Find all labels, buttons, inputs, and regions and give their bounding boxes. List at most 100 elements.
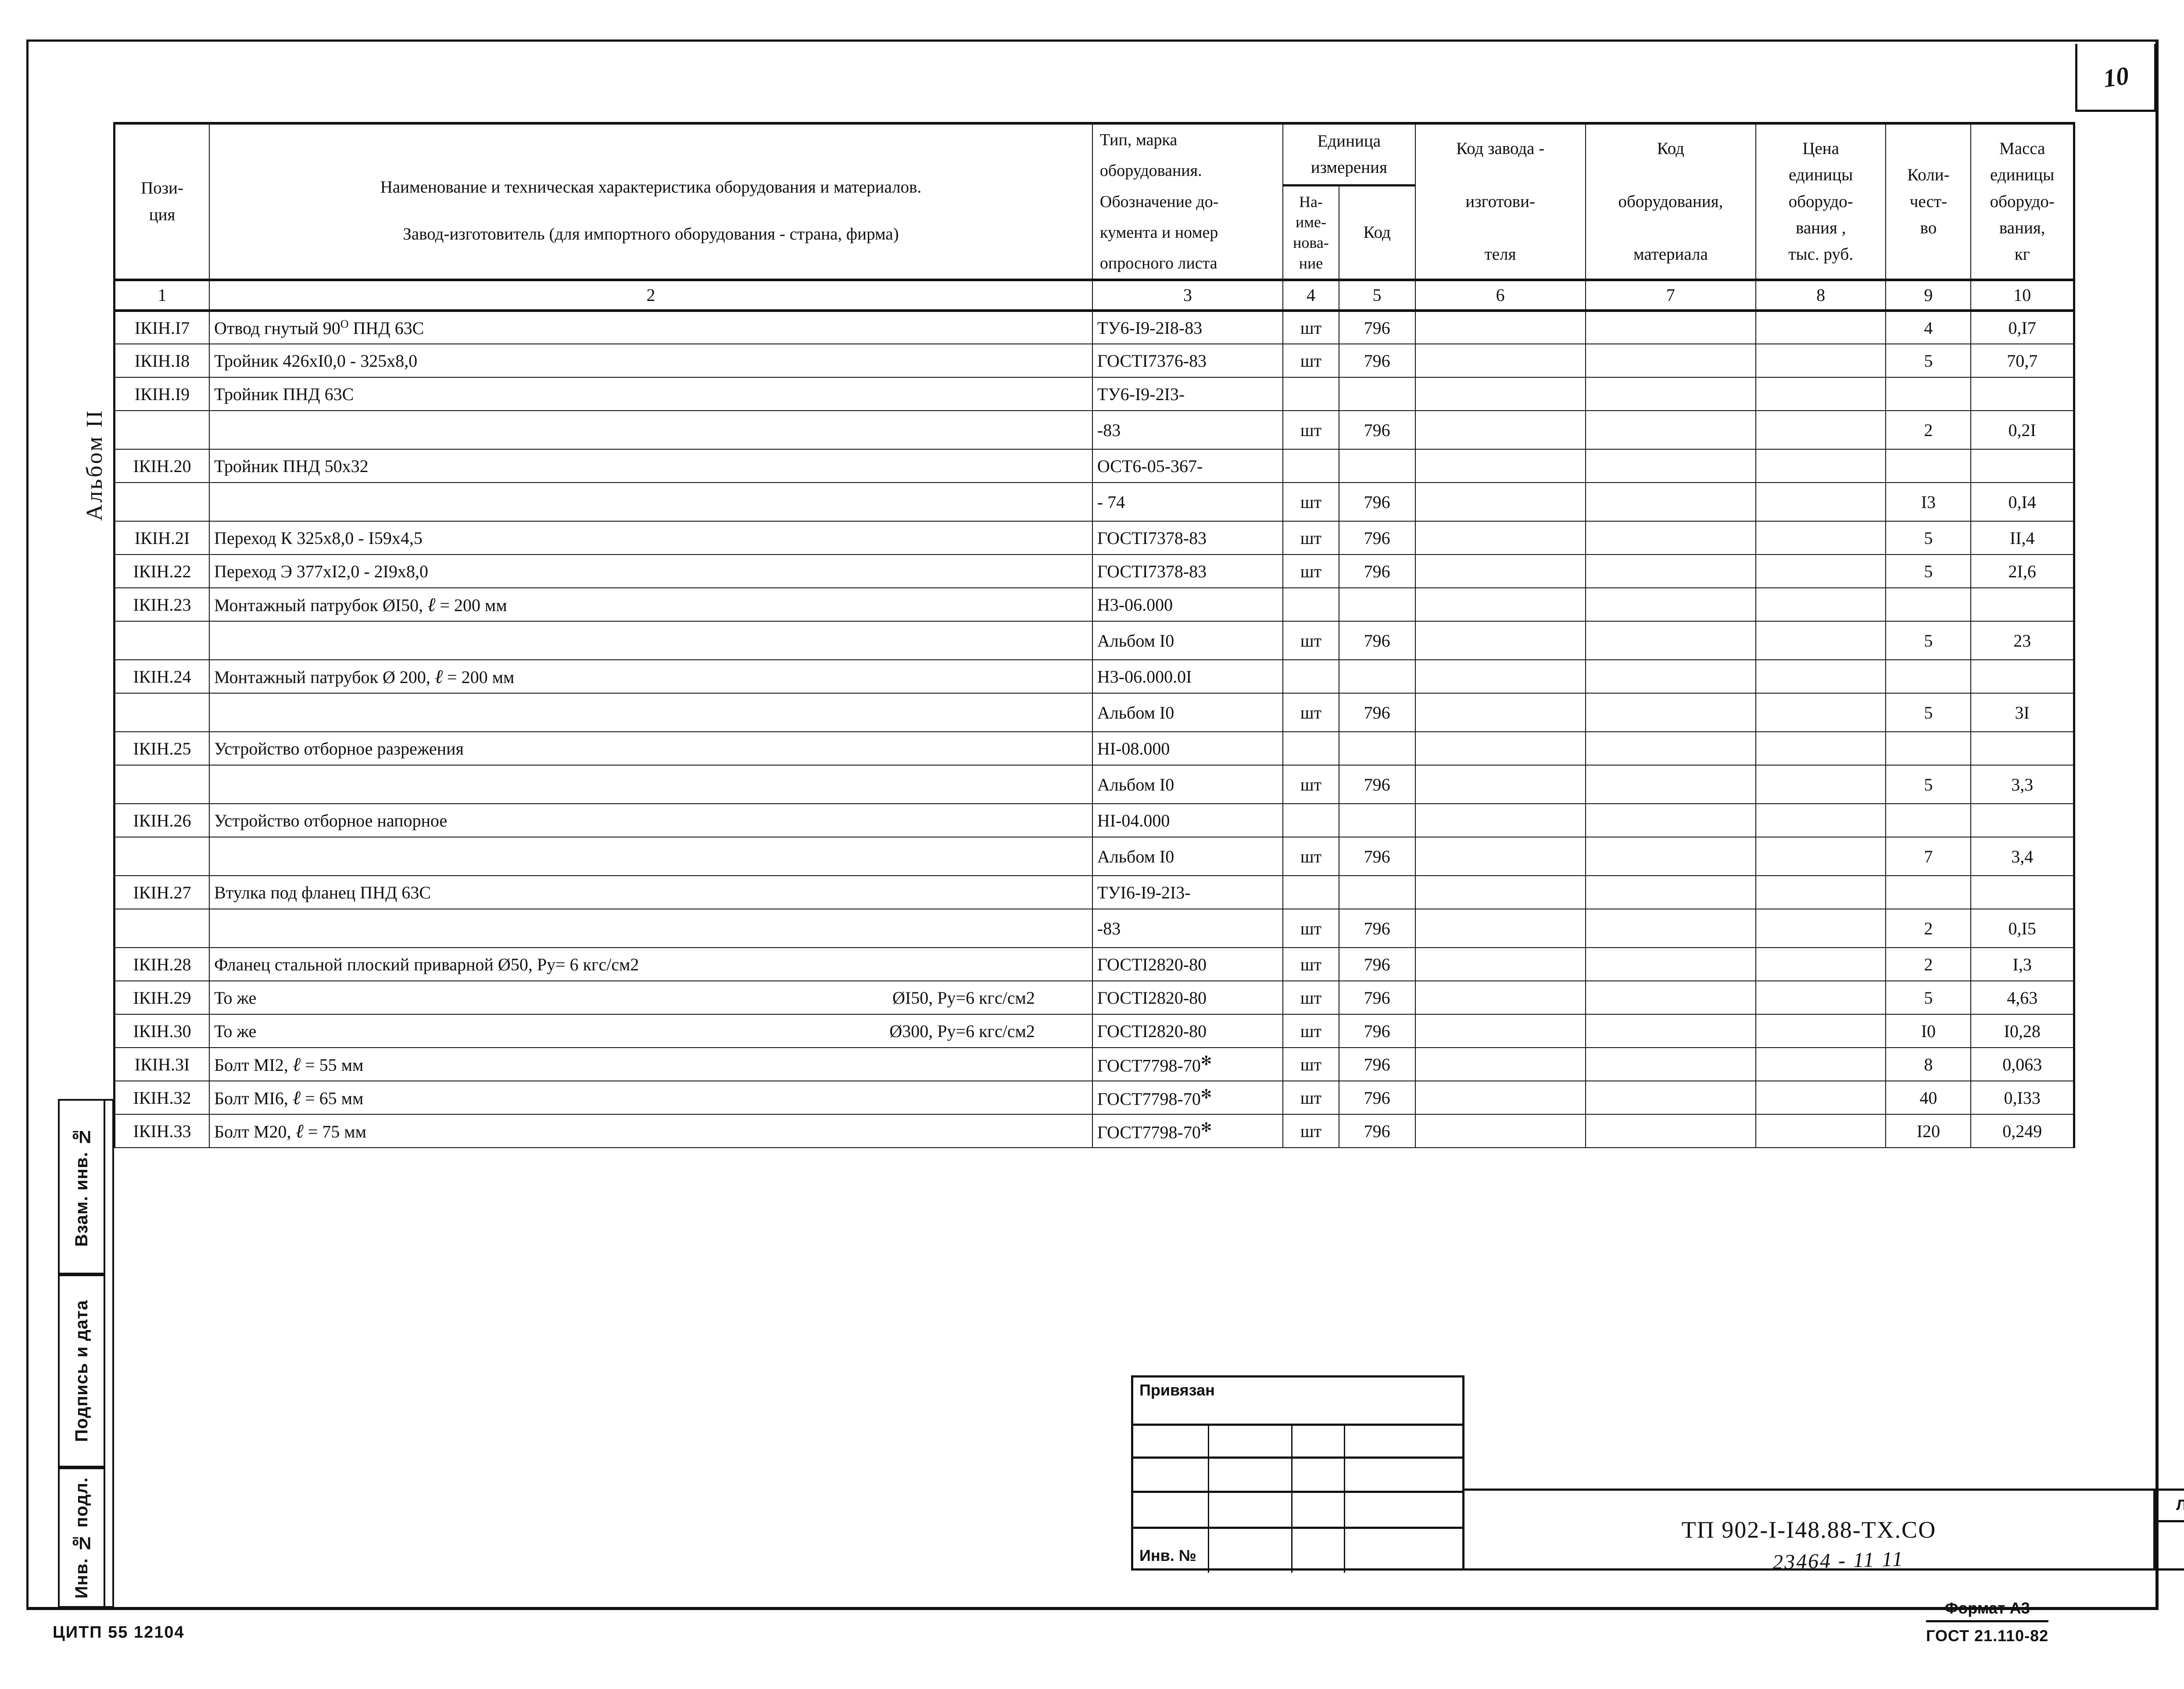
cell-type-mark: Альбом I0	[1092, 693, 1284, 733]
cell-name	[209, 621, 1093, 661]
cell-plant-code	[1414, 621, 1586, 661]
cell-quantity	[1885, 875, 1972, 910]
cell-quantity	[1885, 731, 1972, 766]
cell-mass	[1970, 377, 2076, 412]
cell-name	[209, 765, 1093, 805]
cell-price	[1755, 693, 1887, 733]
cell-equipment-code	[1585, 1014, 1757, 1048]
cell-equipment-code	[1585, 554, 1757, 589]
header-position-l1: Пози- ция	[141, 179, 184, 224]
equipment-specification-table: Пози- ция Наименование и техническая хар…	[113, 122, 2076, 1149]
cell-unit-code	[1338, 587, 1416, 622]
cell-price	[1755, 803, 1887, 838]
cell-mass: I0,28	[1970, 1014, 2076, 1048]
handwritten-note: 23464 - 11 11	[1772, 1547, 1905, 1574]
cell-mass	[1970, 803, 2076, 838]
cell-plant-code	[1414, 521, 1586, 555]
cell-quantity: 5	[1885, 980, 1972, 1015]
cell-unit-code: 796	[1338, 310, 1416, 345]
cell-unit-name	[1282, 377, 1339, 412]
cell-plant-code	[1414, 587, 1586, 622]
cell-price	[1755, 765, 1887, 805]
cell-equipment-code	[1585, 947, 1757, 982]
header-plant-code: Код завода - изготови- теля	[1414, 122, 1586, 282]
sheet-label: Лист	[2155, 1491, 2184, 1522]
cell-equipment-code	[1585, 377, 1757, 412]
cell-price	[1755, 1047, 1887, 1082]
cell-name	[209, 410, 1093, 450]
cell-name: Тройник 426хI0,0 - 325х8,0	[209, 344, 1093, 378]
cell-price	[1755, 1014, 1887, 1048]
cell-position: IКIН.2I	[113, 521, 210, 555]
cell-mass: 0,063	[1970, 1047, 2076, 1082]
cell-position	[113, 621, 210, 661]
table-row: IКIН.29 То же ØI50, Ру=6 кгс/см2 ГОСТI2820-…	[113, 980, 2076, 1015]
colnum-4: 4	[1282, 279, 1339, 312]
colnum-5: 5	[1338, 279, 1416, 312]
header-mass-text: Масса единицы оборудо- вания, кг	[1990, 139, 2055, 264]
cell-equipment-code	[1585, 449, 1757, 483]
cell-unit-name: шт	[1282, 621, 1339, 661]
cell-mass	[1970, 587, 2076, 622]
table-row: IКIН.I9 Тройник ПНД 63С ТУ6-I9-2I3-	[113, 377, 2076, 412]
cell-mass	[1970, 449, 2076, 483]
cell-position	[113, 837, 210, 877]
cell-plant-code	[1414, 731, 1586, 766]
page-number-box: 10	[2075, 44, 2156, 112]
cell-unit-name: шт	[1282, 765, 1339, 805]
cell-mass: 70,7	[1970, 344, 2076, 378]
cell-name: То же Ø300, Ру=6 кгс/см2	[209, 1014, 1093, 1048]
cell-name: Переход Э 377хI2,0 - 2I9х8,0	[209, 554, 1093, 589]
table-row: IКIН.I7 Отвод гнутый 90О ПНД 63С ТУ6-I9-2I…	[113, 310, 2076, 345]
cell-type-mark: Н3-06.000	[1092, 587, 1284, 622]
header-price: Цена единицы оборудо- вания , тыс. руб.	[1755, 122, 1887, 282]
cell-position	[113, 909, 210, 948]
cell-mass: 0,2I	[1970, 410, 2076, 450]
cell-unit-code: 796	[1338, 947, 1416, 982]
cell-quantity: 8	[1885, 1047, 1972, 1082]
cell-mass: I,3	[1970, 947, 2076, 982]
cell-plant-code	[1414, 482, 1586, 522]
cell-position: IКIН.24	[113, 659, 210, 694]
cell-position: IКIН.25	[113, 731, 210, 766]
cell-unit-name: шт	[1282, 980, 1339, 1015]
cell-unit-code: 796	[1338, 521, 1416, 555]
colnum-7: 7	[1585, 279, 1757, 312]
header-unit-name: На- име- нова- ние	[1282, 185, 1339, 282]
cell-equipment-code	[1585, 410, 1757, 450]
cell-equipment-code	[1585, 693, 1757, 733]
cell-price	[1755, 482, 1887, 522]
cell-name: Болт МI6, ℓ = 65 мм	[209, 1081, 1093, 1115]
bound-label: Привязан	[1139, 1381, 1215, 1399]
cell-unit-name	[1282, 803, 1339, 838]
sheet-number-cell: Лист 8	[2153, 1489, 2184, 1571]
cell-position: IКIН.22	[113, 554, 210, 589]
cell-plant-code	[1414, 554, 1586, 589]
cell-equipment-code	[1585, 344, 1757, 378]
cell-unit-name: шт	[1282, 1047, 1339, 1082]
cell-mass: 0,I5	[1970, 909, 2076, 948]
cell-position: IКIН.I9	[113, 377, 210, 412]
cell-plant-code	[1414, 875, 1586, 910]
cell-price	[1755, 449, 1887, 483]
header-position: Пози- ция	[113, 122, 210, 282]
table-row: IКIН.22 Переход Э 377хI2,0 - 2I9х8,0 ГОСТI…	[113, 554, 2076, 589]
cell-position	[113, 410, 210, 450]
cell-name: Болт МI2, ℓ = 55 мм	[209, 1047, 1093, 1082]
cell-mass: 4,63	[1970, 980, 2076, 1015]
cell-type-mark: ГОСТ7798-70✻	[1092, 1047, 1284, 1082]
header-quantity: Коли- чест- во	[1885, 122, 1972, 282]
cell-position: IКIН.32	[113, 1081, 210, 1115]
cell-type-mark: Альбом I0	[1092, 621, 1284, 661]
header-unit-code: Код	[1338, 185, 1416, 282]
cell-type-mark: ГОСТI7378-83	[1092, 554, 1284, 589]
page-number: 10	[2101, 61, 2130, 93]
cell-plant-code	[1414, 1014, 1586, 1048]
album-label-text: Альбом II	[82, 409, 107, 521]
colnum-8: 8	[1755, 279, 1887, 312]
cell-mass: 0,I7	[1970, 310, 2076, 345]
cell-quantity: 5	[1885, 521, 1972, 555]
cell-equipment-code	[1585, 803, 1757, 838]
header-name: Наименование и техническая характеристик…	[209, 122, 1093, 282]
header-equipment-code: Код оборудования, материала	[1585, 122, 1757, 282]
